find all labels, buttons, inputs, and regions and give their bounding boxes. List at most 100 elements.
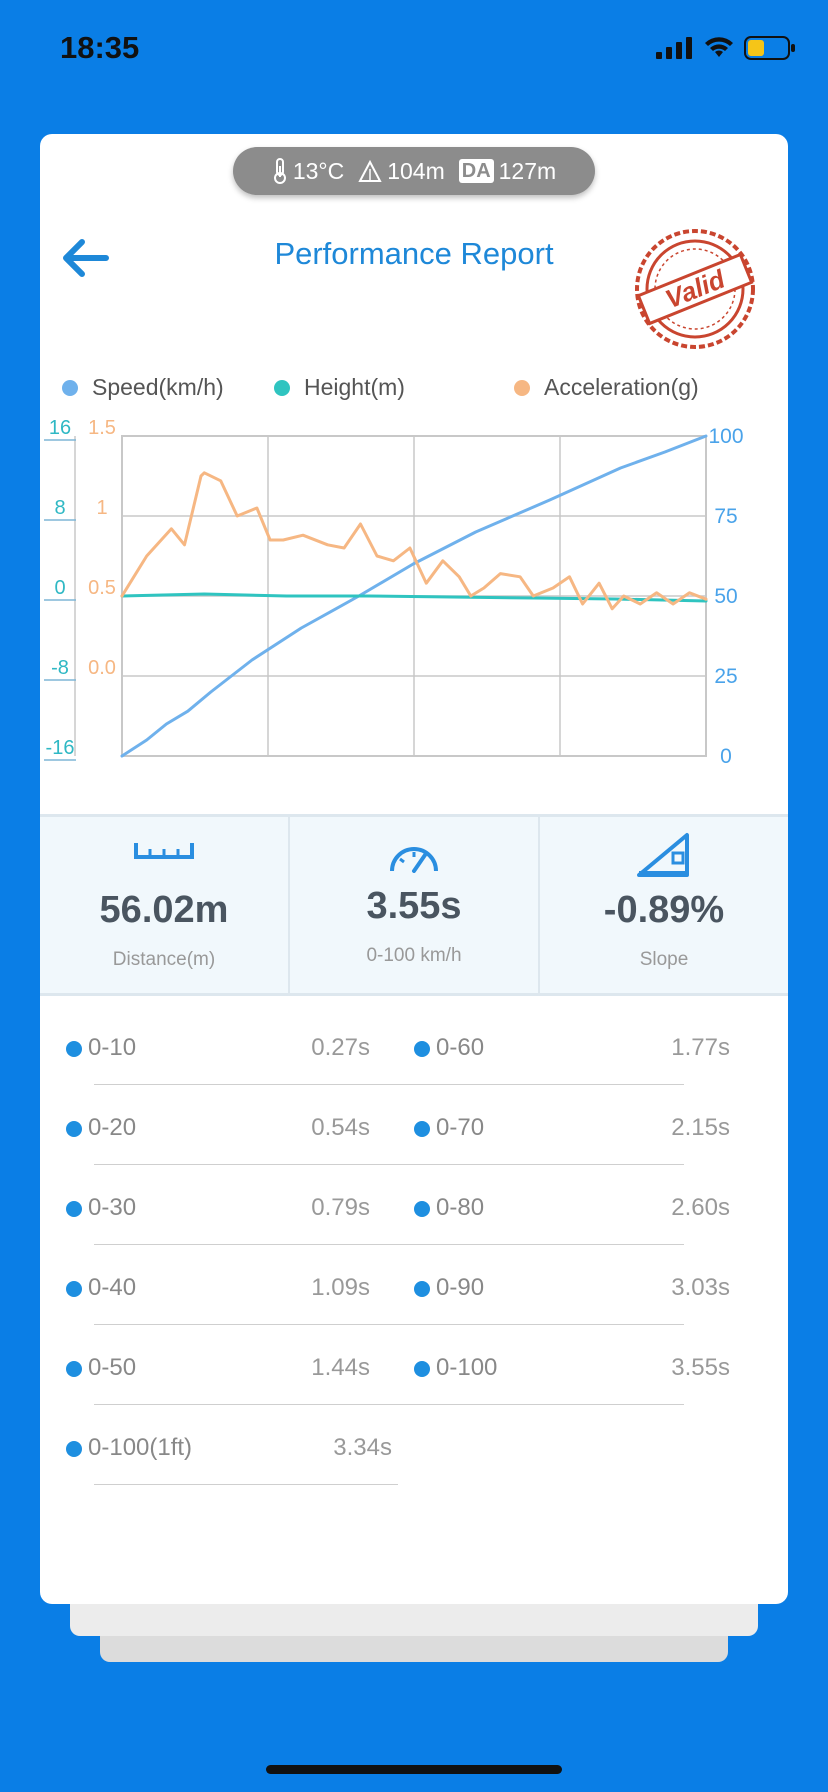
speed-tick-label: 25 <box>714 665 737 688</box>
acceleration-series-line <box>120 471 708 611</box>
split-label: 0-80 <box>436 1194 485 1221</box>
back-button[interactable] <box>58 230 114 286</box>
height-tick-label: -8 <box>51 657 69 679</box>
metric-time: 3.55s 0-100 km/h <box>290 817 540 993</box>
weather-pill: 13°C 104m DA 127m <box>233 147 595 195</box>
distance-label: Distance(m) <box>112 949 216 970</box>
distance-value: 56.02m <box>99 889 229 931</box>
wifi-icon <box>705 37 733 57</box>
split-dot <box>414 1281 430 1297</box>
split-label: 0-100(1ft) <box>88 1434 193 1461</box>
speed-tick-label: 50 <box>714 585 737 608</box>
back-arrow-icon <box>63 239 109 277</box>
legend-label-height: Height(m) <box>304 374 405 400</box>
speed-tick-label: 0 <box>720 745 732 768</box>
split-divider <box>94 1164 684 1165</box>
time-value: 3.55s <box>366 885 462 927</box>
split-time: 1.44s <box>311 1354 370 1381</box>
mountain-icon <box>358 160 382 182</box>
slope-label: Slope <box>639 949 689 970</box>
split-dot <box>414 1121 430 1137</box>
split-dot <box>66 1281 82 1297</box>
performance-chart[interactable]: 16 8 0 -8 -16 1.5 1 0.5 0.0 100 75 50 25 0 <box>40 417 788 780</box>
split-row: 0-100 3.55s <box>414 1334 788 1414</box>
status-icons <box>656 36 796 60</box>
split-row: 0-80 2.60s <box>414 1174 788 1254</box>
battery-icon <box>744 36 795 60</box>
split-time: 0.27s <box>311 1034 370 1061</box>
legend-item-speed[interactable]: Speed(km/h) <box>62 374 224 401</box>
status-bar: 18:35 <box>0 0 828 100</box>
acceleration-tick-label: 1.5 <box>88 420 116 439</box>
home-indicator[interactable] <box>266 1765 562 1774</box>
acceleration-tick-label: 0.0 <box>88 657 116 679</box>
speed-series-line <box>120 434 708 758</box>
split-label: 0-30 <box>88 1194 137 1221</box>
split-label: 0-100 <box>436 1354 498 1381</box>
split-label: 0-10 <box>88 1034 137 1061</box>
height-tick-label: -16 <box>46 737 75 759</box>
status-time: 18:35 <box>60 30 140 65</box>
split-divider <box>94 1324 684 1325</box>
split-row: 0-100(1ft) 3.34s <box>40 1414 414 1494</box>
speed-tick-label: 100 <box>708 425 743 448</box>
signal-icon <box>656 37 692 59</box>
split-dot <box>66 1201 82 1217</box>
split-divider <box>94 1084 684 1085</box>
chart-svg: 16 8 0 -8 -16 1.5 1 0.5 0.0 100 75 50 25 0 <box>44 417 744 768</box>
split-dot <box>414 1201 430 1217</box>
height-tick-label: 16 <box>49 420 71 439</box>
split-dot <box>66 1121 82 1137</box>
legend-item-height[interactable]: Height(m) <box>274 374 405 401</box>
height-tick-label: 8 <box>54 497 65 519</box>
speedometer-icon <box>390 847 438 873</box>
thermometer-icon <box>273 158 286 184</box>
chart-legend: Speed(km/h) Height(m) Acceleration(g) <box>62 374 762 414</box>
ruler-icon <box>134 843 194 859</box>
split-row: 0-20 0.54s <box>40 1094 414 1174</box>
split-dot <box>66 1441 82 1457</box>
metric-slope: -0.89% Slope <box>540 817 788 993</box>
split-row: 0-30 0.79s <box>40 1174 414 1254</box>
page-title: Performance Report <box>274 236 554 271</box>
split-time: 1.09s <box>311 1274 370 1301</box>
split-time: 1.77s <box>671 1034 730 1061</box>
density-altitude-value: 127m <box>498 157 557 184</box>
split-time: 3.03s <box>671 1274 730 1301</box>
split-time: 0.54s <box>311 1114 370 1141</box>
acceleration-tick-label: 1 <box>96 497 107 519</box>
split-divider <box>94 1244 684 1245</box>
speed-tick-label: 75 <box>714 505 737 528</box>
split-label: 0-60 <box>436 1034 485 1061</box>
split-row: 0-10 0.27s <box>40 1014 414 1094</box>
split-time: 2.15s <box>671 1114 730 1141</box>
split-row: 0-70 2.15s <box>414 1094 788 1174</box>
legend-dot-speed <box>62 379 78 396</box>
split-label: 0-20 <box>88 1114 137 1141</box>
split-row: 0-50 1.44s <box>40 1334 414 1414</box>
split-dot <box>414 1361 430 1377</box>
legend-dot-height <box>274 379 290 396</box>
height-tick-label: 0 <box>54 577 65 599</box>
card-stack-shadow-front <box>70 1600 758 1636</box>
split-divider <box>94 1404 684 1405</box>
split-dot <box>66 1361 82 1377</box>
altitude-value: 104m <box>387 157 445 184</box>
stamp-text: Valid <box>661 263 730 314</box>
split-row: 0-90 3.03s <box>414 1254 788 1334</box>
metrics-panel: 56.02m Distance(m) 3.55s 0-100 km/h -0.8… <box>40 814 788 996</box>
split-time: 3.34s <box>333 1434 392 1461</box>
legend-item-acceleration[interactable]: Acceleration(g) <box>514 374 699 401</box>
time-label: 0-100 km/h <box>366 945 462 966</box>
split-row: 0-60 1.77s <box>414 1014 788 1094</box>
valid-stamp: Valid <box>635 229 755 349</box>
split-time: 0.79s <box>311 1194 370 1221</box>
report-card: 13°C 104m DA 127m Performance Report Val… <box>40 134 788 1604</box>
split-label: 0-70 <box>436 1114 485 1141</box>
metric-distance: 56.02m Distance(m) <box>40 817 290 993</box>
split-dot <box>414 1041 430 1057</box>
slope-value: -0.89% <box>603 889 725 931</box>
split-dot <box>66 1041 82 1057</box>
split-label: 0-50 <box>88 1354 137 1381</box>
density-altitude-badge: DA <box>458 159 494 183</box>
